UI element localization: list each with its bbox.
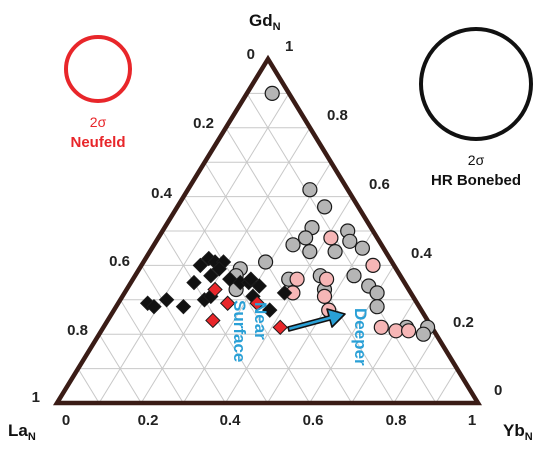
tick-right-0: 0: [494, 382, 502, 399]
grey-circle-point: [285, 237, 301, 253]
red-diamond-point: [205, 312, 221, 329]
grid-line: [98, 333, 142, 404]
red-diamond-point: [219, 295, 236, 311]
pink-circle-point: [319, 271, 335, 287]
grey-circle-point: [258, 254, 274, 270]
grey-circle-point: [317, 199, 333, 215]
tick-left-0.8: 0.8: [67, 322, 88, 339]
ternary-grid: [77, 92, 458, 404]
pink-circle-point: [388, 323, 404, 339]
trend-annotation: Near Surface Deeper: [230, 300, 370, 366]
grey-circle-point: [342, 233, 358, 249]
tick-left-0.6: 0.6: [109, 253, 130, 270]
neufeld-legend-label: Neufeld: [70, 134, 125, 151]
near-label: Near: [251, 302, 270, 340]
hr-bonebed-2sigma-circle: [419, 27, 533, 141]
grid-line: [267, 230, 374, 404]
vertex-label-la-base: La: [8, 421, 28, 440]
grey-circle-point: [264, 85, 280, 102]
pink-circle-point: [289, 271, 305, 287]
neufeld-sigma-label: 2σ: [90, 114, 107, 130]
deeper-arrow: [287, 308, 346, 332]
surface-label: Surface: [230, 300, 249, 362]
grid-line: [204, 161, 353, 404]
tick-right-0.4: 0.4: [411, 245, 433, 262]
grid-line: [351, 299, 416, 404]
grey-circle-point: [354, 240, 370, 256]
grey-circle-point: [369, 299, 385, 315]
grid-line: [77, 368, 100, 404]
vertex-label-gd: GdN: [249, 11, 281, 33]
data-points: [139, 85, 436, 342]
pink-circle-point: [365, 257, 381, 273]
black-diamond-point: [243, 271, 259, 287]
grid-line: [393, 333, 437, 404]
black-diamond-point: [251, 278, 267, 294]
pink-circle-point: [323, 230, 339, 246]
tick-bottom-0.8: 0.8: [386, 412, 407, 429]
red-diamond-point: [272, 319, 288, 336]
hr-bonebed-legend-label: HR Bonebed: [431, 172, 521, 189]
vertex-label-yb-sub: N: [525, 431, 533, 443]
grey-circle-point: [346, 268, 362, 284]
black-diamond-point: [211, 261, 227, 277]
tick-bottom-0.6: 0.6: [303, 412, 324, 429]
tick-right-0.2: 0.2: [453, 314, 474, 331]
neufeld-2sigma-circle: [64, 35, 132, 103]
tick-right-0.6: 0.6: [369, 176, 390, 193]
vertex-label-gd-base: Gd: [249, 11, 273, 30]
tick-right-0.8: 0.8: [327, 107, 348, 124]
grey-circle-point: [327, 244, 343, 260]
black-diamond-point: [186, 274, 202, 291]
tick-left-0.2: 0.2: [193, 115, 214, 132]
grid-line: [98, 93, 290, 404]
grid-line: [140, 265, 226, 404]
vertex-label-yb-base: Yb: [503, 421, 525, 440]
black-diamond-point: [158, 292, 175, 308]
hr-bonebed-sigma-label: 2σ: [468, 152, 485, 168]
vertex-label-yb: YbN: [503, 421, 533, 443]
ternary-frame: [52, 54, 483, 406]
tick-labels: 0 0.2 0.4 0.6 0.8 1 0 0.2 0.4 0.6 0.8 1 …: [32, 38, 503, 429]
tick-bottom-0.4: 0.4: [220, 412, 242, 429]
tick-left-0.4: 0.4: [151, 185, 173, 202]
vertex-label-la-sub: N: [28, 431, 36, 443]
grid-line: [119, 299, 184, 404]
grey-circle-point: [302, 182, 318, 198]
vertex-label-gd-sub: N: [273, 21, 281, 33]
grey-circle-point: [369, 285, 385, 301]
pink-circle-point: [401, 323, 417, 339]
tick-bottom-0.2: 0.2: [138, 412, 159, 429]
black-diamond-point: [262, 302, 278, 318]
deeper-label: Deeper: [351, 308, 370, 366]
black-diamond-point: [146, 298, 162, 315]
tick-left-1: 1: [32, 389, 40, 406]
black-diamond-point: [175, 298, 192, 315]
legend-hr-bonebed: 2σ HR Bonebed: [419, 27, 533, 189]
black-diamond-point: [203, 268, 219, 284]
red-diamond-point: [207, 281, 223, 298]
tick-right-1: 1: [285, 38, 293, 55]
black-diamond-point: [192, 257, 209, 274]
black-diamond-point: [276, 285, 293, 301]
tick-bottom-1: 1: [468, 412, 476, 429]
vertex-label-la: LaN: [8, 421, 36, 443]
pink-circle-point: [373, 319, 389, 335]
grid-line: [435, 368, 458, 404]
legend-neufeld: 2σ Neufeld: [64, 35, 132, 151]
grey-circle-point: [298, 230, 314, 246]
grey-circle-point: [415, 326, 431, 342]
grey-circle-point: [302, 244, 318, 260]
tick-bottom-0: 0: [62, 412, 70, 429]
red-diamond-point: [249, 295, 265, 311]
pink-circle-point: [316, 288, 333, 304]
tick-left-0: 0: [247, 46, 255, 63]
